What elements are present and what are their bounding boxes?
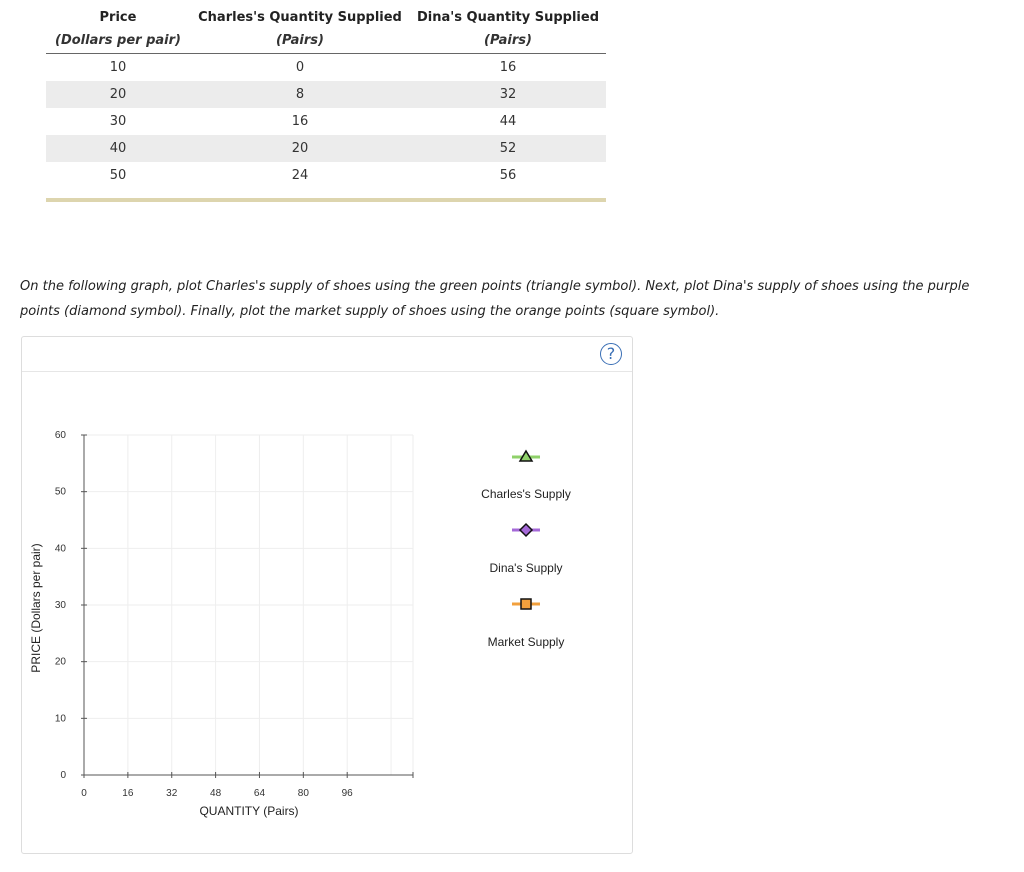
cell-dina-qty: 32 bbox=[499, 87, 517, 102]
cell-price: 50 bbox=[109, 168, 127, 183]
cell-charles-qty: 8 bbox=[295, 87, 305, 102]
y-tick-label: 60 bbox=[55, 430, 67, 441]
triangle-icon bbox=[518, 449, 534, 462]
table-header-row: Price Charles's Quantity Supplied Dina's… bbox=[46, 0, 606, 27]
cell-dina-qty: 16 bbox=[499, 60, 517, 75]
supply-chart[interactable]: 0 10 20 30 40 50 60 0 16 32 48 64 80 96 QUANTITY (Pai… bbox=[22, 337, 632, 853]
x-tick-label: 64 bbox=[254, 788, 266, 799]
legend-item: Market Supply bbox=[488, 598, 565, 649]
square-icon bbox=[520, 598, 532, 610]
table-row: 50 24 56 bbox=[46, 162, 606, 189]
legend-item: Charles's Supply bbox=[481, 449, 571, 501]
x-tick-label: 48 bbox=[210, 788, 222, 799]
instructions-text: On the following graph, plot Charles's s… bbox=[20, 279, 970, 319]
y-axis-title: PRICE (Dollars per pair) bbox=[29, 543, 43, 672]
table-row: 40 20 52 bbox=[46, 135, 606, 162]
y-tick-label: 30 bbox=[55, 600, 67, 611]
legend-label: Dina's Supply bbox=[490, 561, 563, 575]
cell-price: 40 bbox=[109, 141, 127, 156]
cell-price: 20 bbox=[109, 87, 127, 102]
legend-label: Charles's Supply bbox=[481, 487, 571, 501]
panel-toolbar: ? bbox=[22, 337, 632, 372]
table-row: 10 0 16 bbox=[46, 54, 606, 81]
table-row: 20 8 32 bbox=[46, 81, 606, 108]
cell-price: 10 bbox=[109, 60, 127, 75]
x-axis-title: QUANTITY (Pairs) bbox=[199, 804, 298, 818]
x-tick-label: 0 bbox=[81, 788, 87, 799]
y-tick-label: 40 bbox=[55, 543, 67, 554]
x-tick-label: 32 bbox=[166, 788, 178, 799]
subheader-price-units: (Dollars per pair) bbox=[55, 33, 181, 48]
header-charles: Charles's Quantity Supplied bbox=[198, 10, 402, 25]
legend-item: Dina's Supply bbox=[490, 522, 563, 575]
cell-charles-qty: 20 bbox=[291, 141, 309, 156]
cell-charles-qty: 24 bbox=[291, 168, 309, 183]
subheader-charles-units: (Pairs) bbox=[276, 33, 324, 48]
y-tick-label: 50 bbox=[55, 487, 67, 498]
table-bottom-rule bbox=[46, 198, 606, 202]
cell-price: 30 bbox=[109, 114, 127, 129]
chart-axes: 0 10 20 30 40 50 60 0 16 32 48 64 80 96 bbox=[55, 430, 414, 799]
header-dina: Dina's Quantity Supplied bbox=[417, 10, 599, 25]
graph-panel: ? 0 10 20 30 40 50 60 0 16 32 48 64 80 96 QUANTITY (P… bbox=[21, 336, 633, 854]
cell-dina-qty: 44 bbox=[499, 114, 517, 129]
diamond-icon bbox=[518, 522, 534, 538]
header-price: Price bbox=[99, 10, 137, 25]
y-tick-label: 20 bbox=[55, 657, 67, 668]
x-tick-label: 96 bbox=[342, 788, 354, 799]
legend-label: Market Supply bbox=[488, 635, 565, 649]
supply-table: Price Charles's Quantity Supplied Dina's… bbox=[46, 0, 606, 189]
subheader-dina-units: (Pairs) bbox=[484, 33, 532, 48]
chart-grid bbox=[84, 434, 414, 775]
cell-charles-qty: 16 bbox=[291, 114, 309, 129]
x-tick-label: 80 bbox=[298, 788, 310, 799]
chart-legend: Charles's Supply Dina's Supply Market Supp… bbox=[481, 449, 571, 649]
x-tick-label: 16 bbox=[122, 788, 134, 799]
y-tick-label: 0 bbox=[60, 770, 66, 781]
help-button[interactable]: ? bbox=[600, 343, 622, 365]
table-row: 30 16 44 bbox=[46, 108, 606, 135]
table-subheader-row: (Dollars per pair) (Pairs) (Pairs) bbox=[46, 27, 606, 54]
cell-charles-qty: 0 bbox=[295, 60, 305, 75]
y-tick-label: 10 bbox=[55, 713, 67, 724]
cell-dina-qty: 56 bbox=[499, 168, 517, 183]
cell-dina-qty: 52 bbox=[499, 141, 517, 156]
